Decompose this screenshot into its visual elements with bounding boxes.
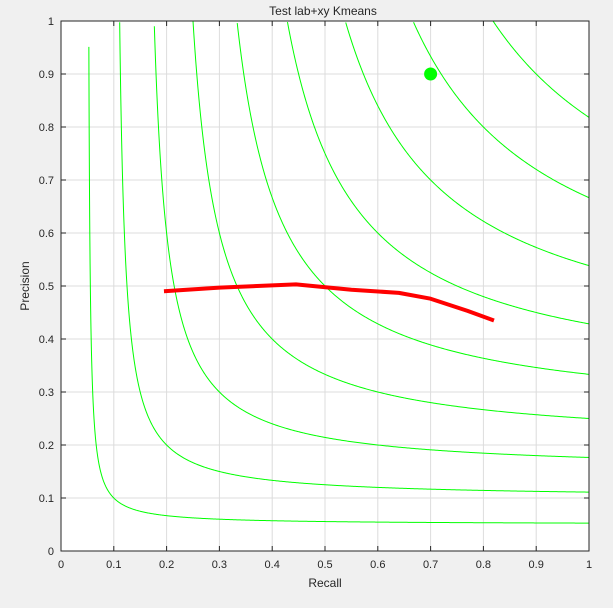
x-tick-label: 0.1 — [106, 559, 121, 571]
x-tick-label: 0 — [58, 559, 64, 571]
x-tick-label: 0.4 — [265, 559, 280, 571]
y-tick-label: 0 — [48, 546, 54, 558]
y-tick-label: 0.2 — [39, 440, 54, 452]
chart-title: Test lab+xy Kmeans — [269, 4, 377, 18]
series-layer — [163, 282, 495, 323]
x-tick-label: 0.8 — [476, 559, 491, 571]
iso-f-curve — [492, 20, 590, 118]
iso-f-curve — [413, 22, 590, 199]
iso-f-curve — [153, 26, 590, 458]
x-axis-ticks: 0 0.1 0.2 0.3 0.4 0.5 0.6 0.7 0.8 0.9 1 — [58, 21, 592, 571]
y-tick-label: 0.7 — [39, 175, 54, 187]
y-axis-label: Precision — [18, 261, 32, 310]
y-tick-label: 0.6 — [39, 228, 54, 240]
y-tick-label: 0.9 — [39, 69, 54, 81]
marker-layer — [424, 67, 438, 81]
y-tick-label: 1 — [48, 16, 54, 28]
y-tick-label: 0.3 — [39, 387, 54, 399]
x-tick-label: 0.5 — [317, 559, 332, 571]
x-axis-label: Recall — [308, 576, 341, 590]
x-tick-label: 1 — [586, 559, 592, 571]
x-tick-label: 0.7 — [423, 559, 438, 571]
y-tick-label: 0.5 — [39, 281, 54, 293]
iso-f-curves — [88, 20, 590, 524]
iso-f-curve — [345, 22, 590, 267]
iso-f-curve — [88, 46, 590, 524]
y-tick-label: 0.4 — [39, 334, 54, 346]
y-tick-label: 0.8 — [39, 122, 54, 134]
iso-f-curve — [192, 21, 590, 419]
x-tick-label: 0.6 — [370, 559, 385, 571]
iso-f-curve — [236, 22, 590, 375]
x-tick-label: 0.3 — [212, 559, 227, 571]
x-tick-label: 0.2 — [159, 559, 174, 571]
precision-recall-line — [163, 282, 495, 323]
y-axis-ticks: 0 0.1 0.2 0.3 0.4 0.5 0.6 0.7 0.8 0.9 1 — [39, 16, 589, 558]
iso-f-curve — [119, 22, 590, 493]
target-point — [424, 67, 438, 81]
y-tick-label: 0.1 — [39, 493, 54, 505]
iso-f-curve — [286, 21, 590, 325]
x-tick-label: 0.9 — [529, 559, 544, 571]
